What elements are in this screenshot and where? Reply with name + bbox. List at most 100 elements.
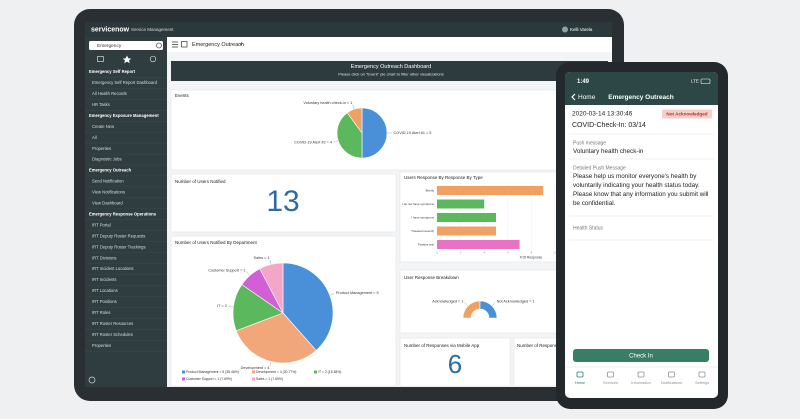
nav-section[interactable]: Emergency Outreach xyxy=(89,168,132,173)
nav-item[interactable]: IRT Roles xyxy=(92,310,110,315)
tab-caret[interactable] xyxy=(239,43,243,46)
toolbar xyxy=(167,37,612,52)
nav-item[interactable]: All Health Records xyxy=(92,91,127,96)
nav-item[interactable]: IRT Divisions xyxy=(92,255,117,260)
user-name[interactable]: Kelli Varela xyxy=(570,27,593,32)
status-badge xyxy=(662,109,712,119)
slice-label: Product Management = 5 xyxy=(336,291,379,295)
record-timestamp: 2020-03-14 13:30:46 xyxy=(572,111,633,118)
tab-label[interactable]: Services xyxy=(603,380,618,385)
record-number: COVID-Check-In: 03/14 xyxy=(572,122,646,129)
legend-label: Customer Support = 1 (7.69%) xyxy=(186,377,232,381)
pie-slice xyxy=(336,112,363,159)
leader-line xyxy=(269,259,272,265)
field-value: Please help us monitor everyone's health… xyxy=(573,173,709,207)
pie-slice xyxy=(282,262,334,351)
history-icon[interactable] xyxy=(149,55,157,63)
nav-item[interactable]: IRT Positions xyxy=(92,299,117,304)
leader-line xyxy=(333,140,339,143)
nav-item[interactable]: View Notifications xyxy=(92,190,125,195)
bar xyxy=(437,240,520,249)
legend-label: Sales = 1 (7.69%) xyxy=(256,377,283,381)
nav-item[interactable]: View Dashboard xyxy=(92,201,123,206)
grid-icon[interactable] xyxy=(181,41,188,48)
field-value-box: Please help us monitor everyone's health… xyxy=(573,173,709,207)
status-network: LTE xyxy=(691,79,699,84)
pie-slice xyxy=(232,284,284,332)
pie-slice xyxy=(479,300,498,319)
x-tick-label: 10 xyxy=(553,250,557,254)
tab-icon[interactable] xyxy=(576,371,584,378)
y-tick-label: Traveled recently xyxy=(411,229,434,233)
back-label[interactable]: Home xyxy=(578,94,596,101)
field-label: Push message xyxy=(573,140,606,146)
widget-title: Users Response By Response By Type xyxy=(404,175,483,180)
tab-icon[interactable] xyxy=(637,371,645,378)
slice-label: IT = 2 xyxy=(217,304,227,308)
nav-section[interactable]: Emergency Self Report xyxy=(89,69,136,74)
nav-item[interactable]: Properties xyxy=(92,146,111,151)
nav-item[interactable]: IRT Portal xyxy=(92,222,111,227)
dashboard-header xyxy=(171,61,608,81)
tab-icon[interactable] xyxy=(698,371,706,378)
phone-title: Emergency Outreach xyxy=(608,94,673,101)
nav-item[interactable]: Send Notification xyxy=(92,179,124,184)
tab-label[interactable]: Notifications xyxy=(661,380,682,385)
legend-label: Development = 4 (30.77%) xyxy=(256,370,296,374)
slice-label: COVID-19 Alert #1 = 5 xyxy=(394,131,432,135)
nav-section[interactable]: Emergency Response Operations xyxy=(89,211,157,216)
nav-item[interactable]: IRT Roster Resources xyxy=(92,321,133,326)
bar xyxy=(437,213,496,222)
leader-line xyxy=(329,293,335,296)
nav-item[interactable]: All xyxy=(92,135,97,140)
nav-item[interactable]: Create New xyxy=(92,124,115,129)
nav-item[interactable]: Emergency Self Report Dashboard xyxy=(92,80,158,85)
widget-title: User Response Breakdown xyxy=(404,275,459,280)
slice-label: Customer Support = 1 xyxy=(208,269,245,273)
favorites-icon[interactable] xyxy=(122,55,132,64)
nav-item[interactable]: IRT Roster Schedules xyxy=(92,332,133,337)
avatar[interactable] xyxy=(562,26,568,33)
nav-item[interactable]: IRT Deputy Roster Trackings xyxy=(92,244,146,249)
tab-label[interactable]: Information xyxy=(631,380,650,385)
apps-icon[interactable] xyxy=(97,56,104,62)
leader-line xyxy=(352,104,355,110)
phone-header xyxy=(565,72,718,105)
tab-icon[interactable] xyxy=(668,371,675,378)
leader-line xyxy=(269,361,272,367)
menu-icon[interactable] xyxy=(172,41,178,48)
top-bar xyxy=(85,22,612,37)
check-in-button[interactable] xyxy=(573,349,709,362)
filter-box[interactable] xyxy=(89,41,163,50)
check-in-label[interactable]: Check In xyxy=(629,353,653,359)
nav-item[interactable]: IRT Incidents xyxy=(92,277,117,282)
widget-title: Number of Users Notified By Department xyxy=(175,240,258,245)
legend-swatch xyxy=(182,370,185,374)
nav-item[interactable]: IRT Incident Locations xyxy=(92,266,134,271)
nav-item[interactable]: Properties xyxy=(92,343,111,348)
phone-screen xyxy=(565,72,718,398)
leader-line xyxy=(246,271,250,276)
legend-label: IT = 2 (15.38%) xyxy=(318,370,341,374)
back-icon[interactable] xyxy=(571,93,576,101)
nav-item[interactable]: IRT Locations xyxy=(92,288,118,293)
nav-item[interactable]: Diagnostic Jobs xyxy=(92,157,122,162)
y-tick-label: I do not have symptoms xyxy=(402,202,434,206)
clear-icon[interactable] xyxy=(156,42,162,49)
tab-icon[interactable] xyxy=(607,371,614,378)
status-time: 1:49 xyxy=(577,79,590,85)
nav-section[interactable]: Emergency Exposure Management xyxy=(89,113,159,118)
tab-bar: Home Services Information Notifications Sett… xyxy=(575,371,709,385)
nav-item[interactable]: HR Tasks xyxy=(92,102,110,107)
dashboard-tab[interactable]: Emergency Outreach xyxy=(192,42,244,48)
dashboard-subtitle: Please click on "Event" pie chart to fil… xyxy=(338,72,444,77)
tab-label[interactable]: Settings xyxy=(695,380,709,385)
filter-text: Emergency xyxy=(97,43,122,49)
sidebar xyxy=(85,37,167,387)
users-notified-widget xyxy=(170,173,397,233)
nav-item[interactable]: IRT Deputy Roster Requests xyxy=(92,233,145,238)
tab-label[interactable]: Home xyxy=(575,380,585,385)
settings-icon[interactable] xyxy=(88,376,96,384)
